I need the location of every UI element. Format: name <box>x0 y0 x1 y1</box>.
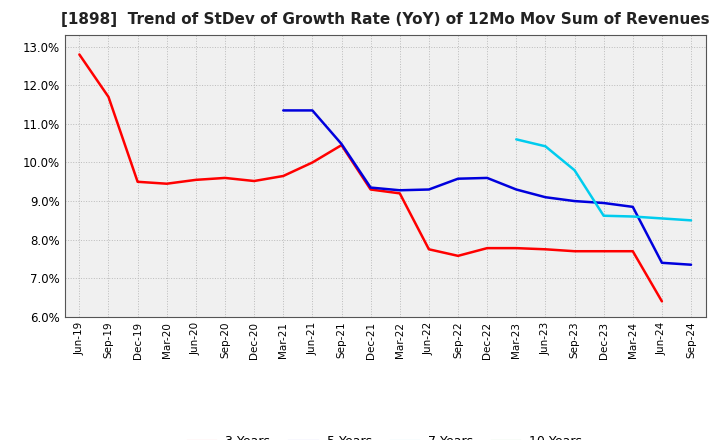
Title: [1898]  Trend of StDev of Growth Rate (YoY) of 12Mo Mov Sum of Revenues: [1898] Trend of StDev of Growth Rate (Yo… <box>61 12 709 27</box>
Legend: 3 Years, 5 Years, 7 Years, 10 Years: 3 Years, 5 Years, 7 Years, 10 Years <box>183 430 588 440</box>
